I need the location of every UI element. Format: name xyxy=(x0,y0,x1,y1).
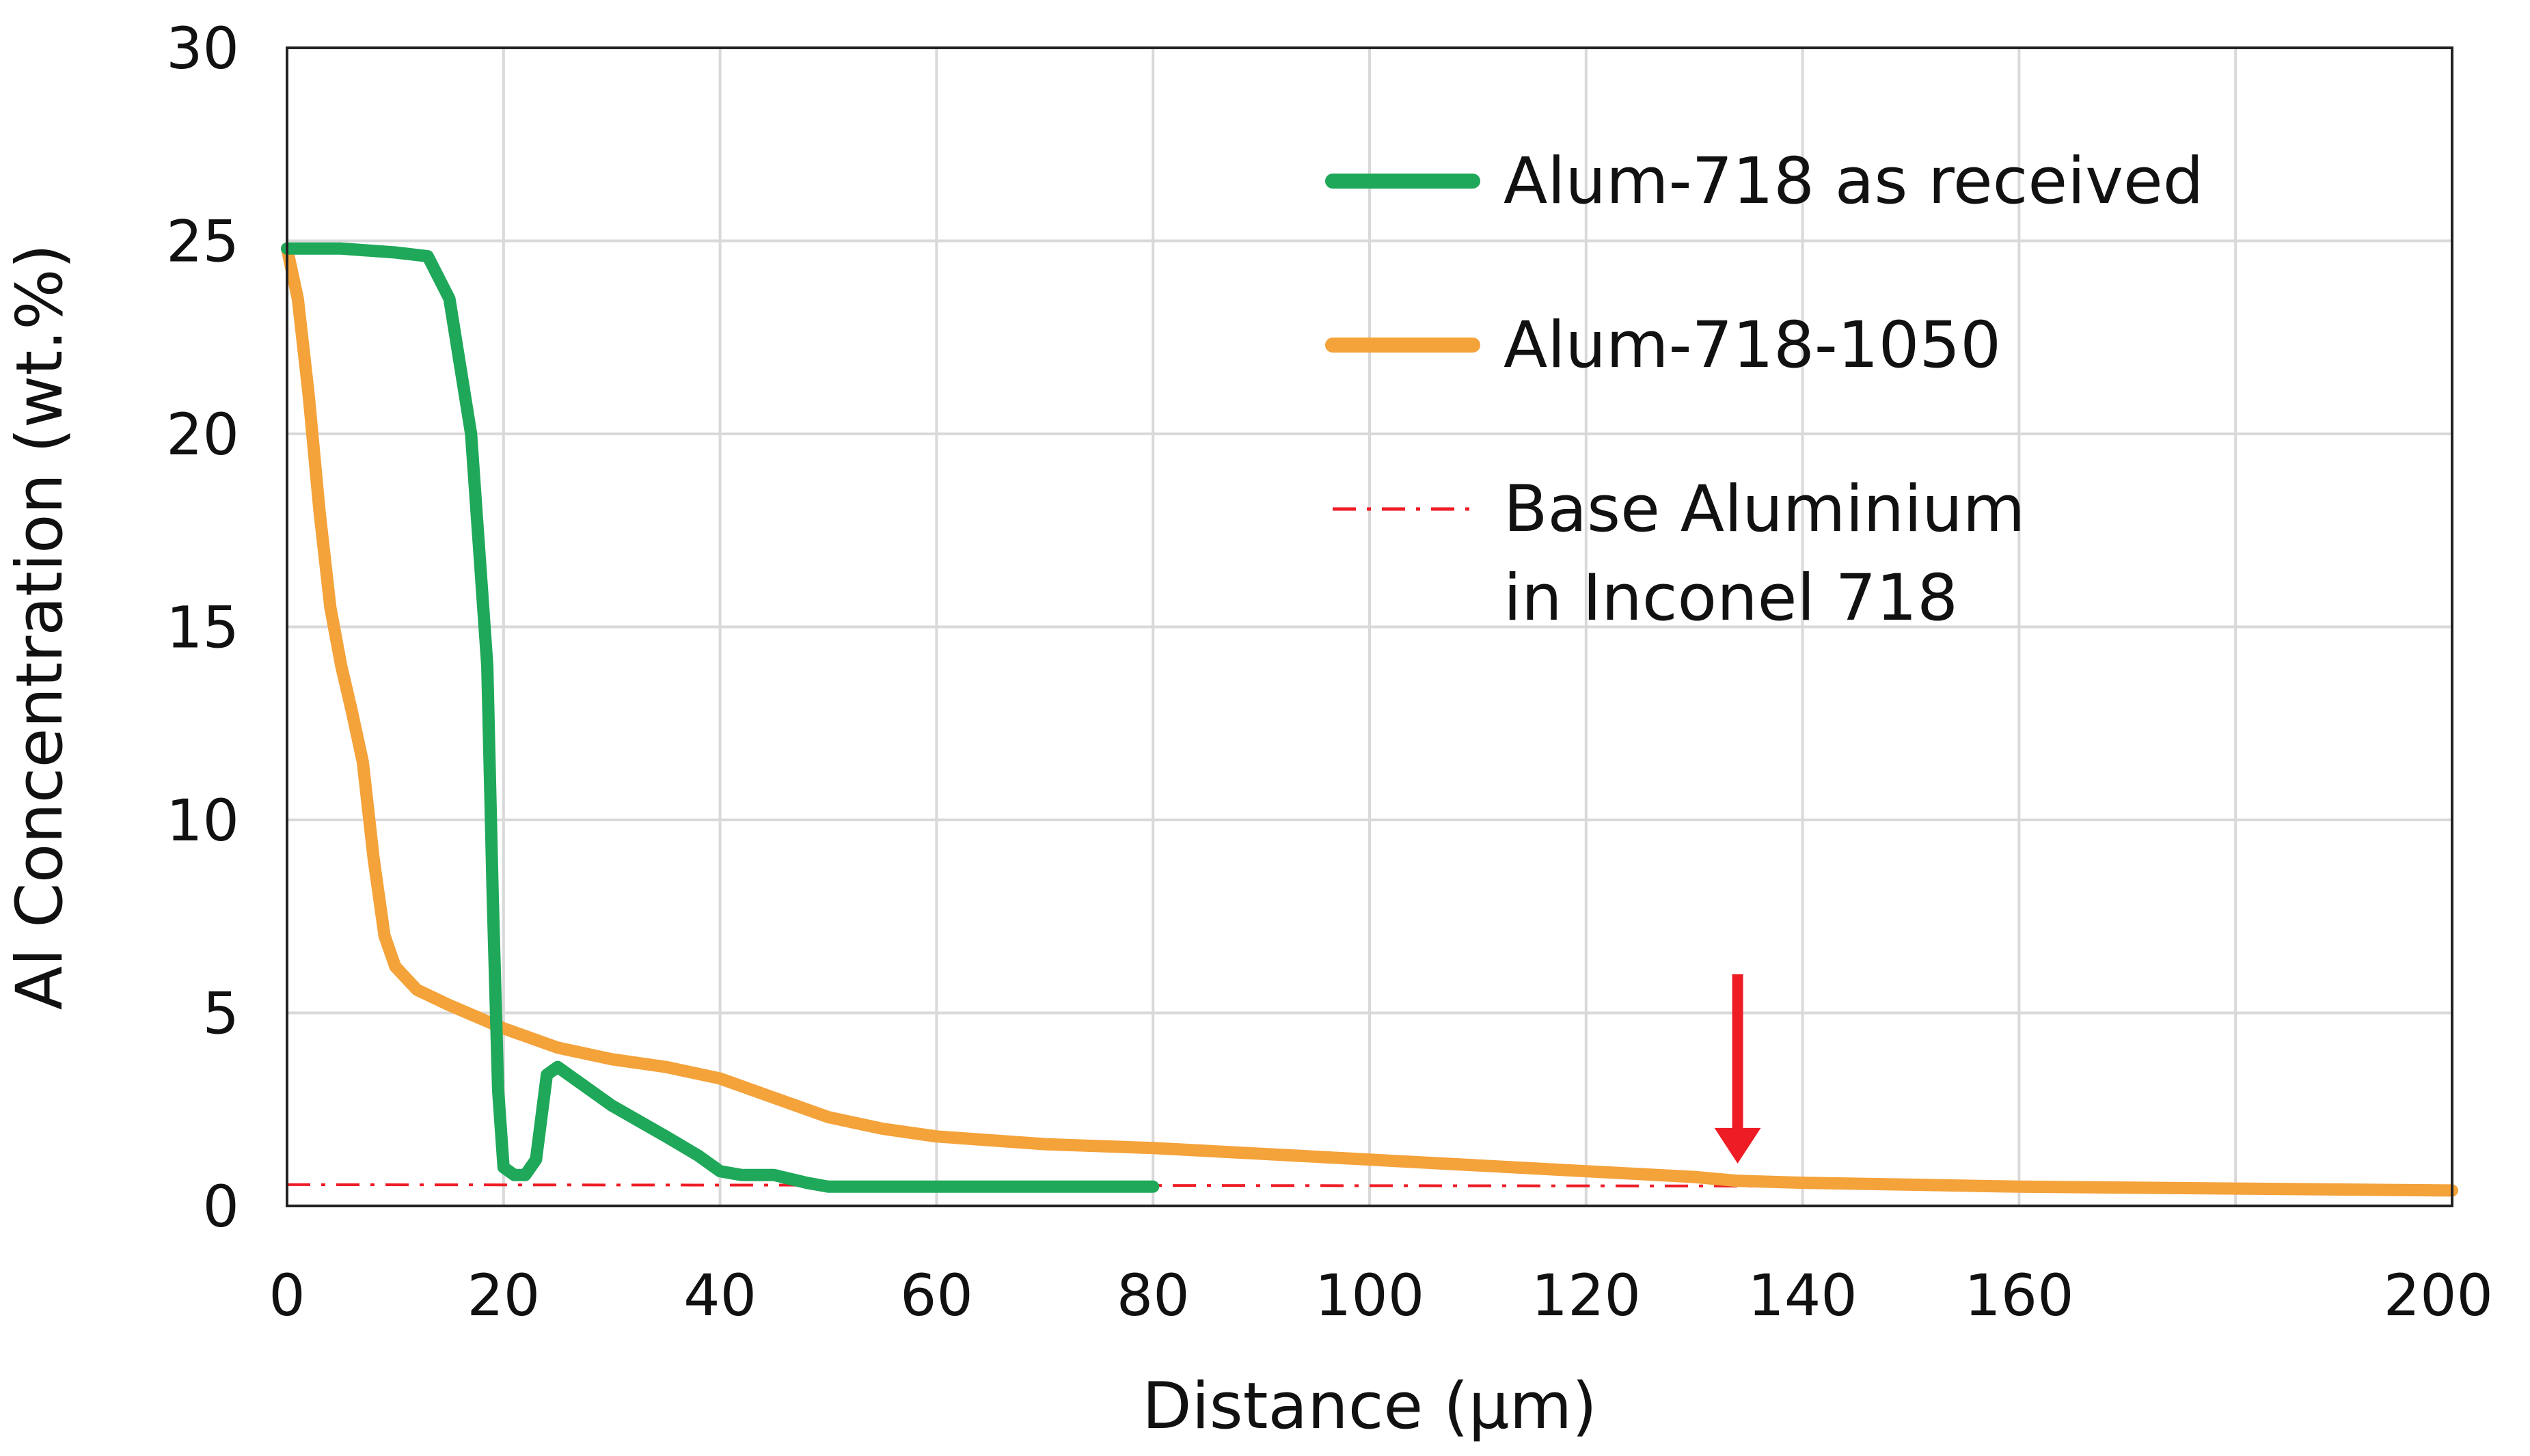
x-tick-label: 160 xyxy=(1964,1262,2073,1329)
x-tick-label: 100 xyxy=(1315,1262,1424,1329)
y-axis-title: Al Concentration (wt.%) xyxy=(3,244,77,1010)
annotation-layer xyxy=(1714,974,1761,1164)
x-axis-title: Distance (µm) xyxy=(1142,1369,1597,1444)
y-tick-label: 15 xyxy=(166,594,239,661)
y-tick-label: 20 xyxy=(166,401,239,468)
arrow-head xyxy=(1714,1127,1761,1164)
x-tick-label: 0 xyxy=(269,1262,305,1329)
series-line-as-received xyxy=(281,242,1160,1193)
x-tick-label: 200 xyxy=(2384,1262,2493,1329)
x-tick-label: 20 xyxy=(467,1262,540,1329)
x-tick-label: 140 xyxy=(1747,1262,1857,1329)
legend: Alum-718 as received Alum-718-1050 Base … xyxy=(1325,144,2203,635)
x-tick-label: 80 xyxy=(1117,1262,1190,1329)
x-tick-label: 60 xyxy=(900,1262,973,1329)
tick-layer: 0 20 40 60 80 100 120 140 160 200 0 5 10 15 20 25 30 xyxy=(166,15,2493,1329)
plot-frame xyxy=(286,46,2453,1207)
series-line-1050 xyxy=(281,242,2458,1197)
y-tick-label: 30 xyxy=(166,15,239,82)
x-tick-label: 120 xyxy=(1532,1262,1641,1329)
x-tick-label: 40 xyxy=(683,1262,757,1329)
y-tick-label: 0 xyxy=(203,1173,239,1240)
legend-label-1050: Alum-718-1050 xyxy=(1504,308,2001,383)
legend-label-as-received: Alum-718 as received xyxy=(1504,144,2203,219)
y-tick-label: 10 xyxy=(166,787,239,854)
legend-label-base-line2: in Inconel 718 xyxy=(1504,561,1958,635)
legend-label-base-line1: Base Aluminium xyxy=(1504,472,2025,547)
series-layer xyxy=(281,242,2458,1197)
y-tick-label: 25 xyxy=(166,208,239,275)
grid-layer xyxy=(287,48,2452,1206)
series-line-base-aluminium xyxy=(286,1183,2453,1188)
y-tick-label: 5 xyxy=(203,980,239,1047)
